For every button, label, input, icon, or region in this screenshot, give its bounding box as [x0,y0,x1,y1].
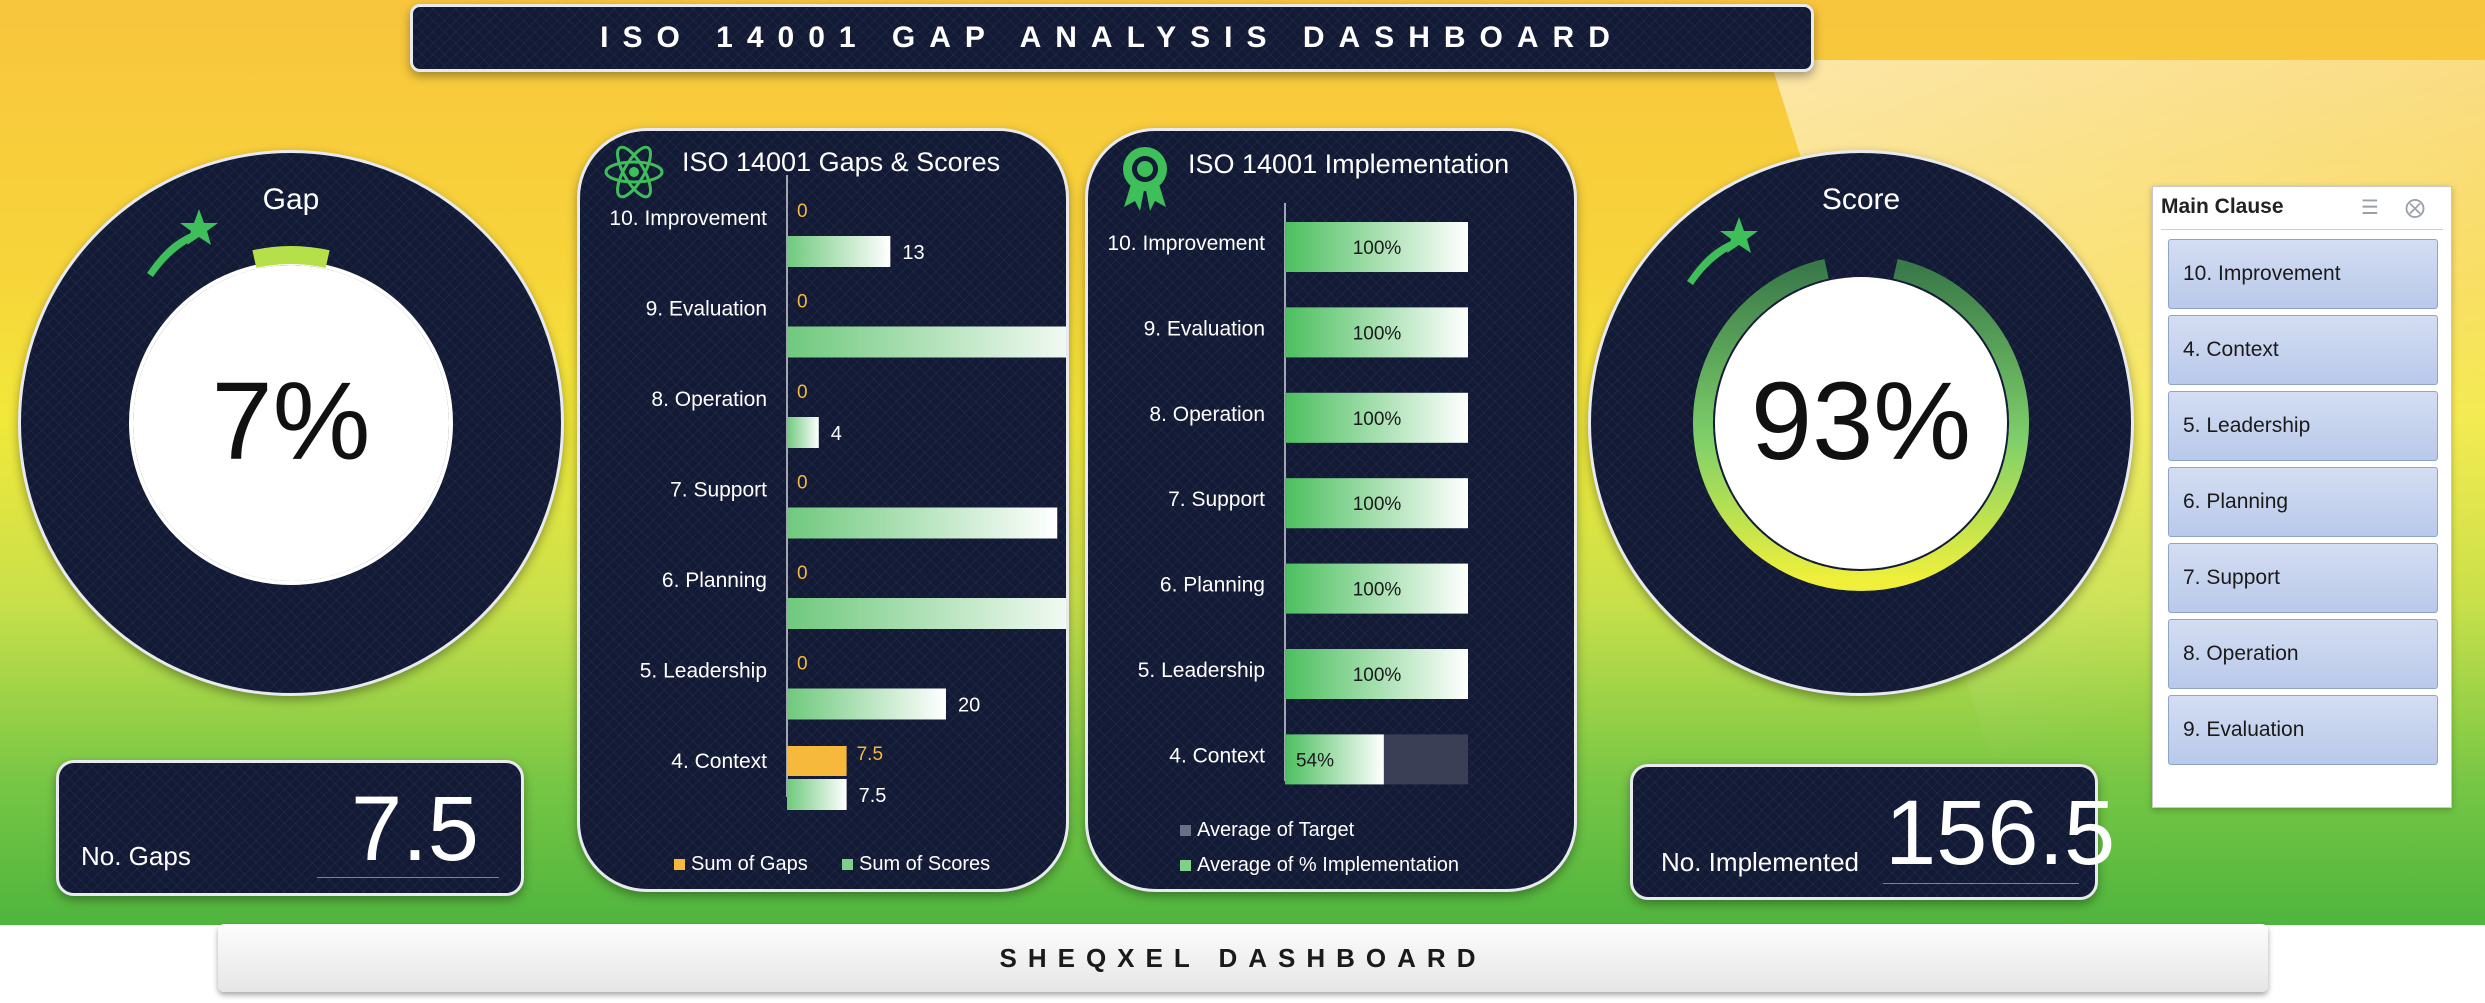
implementation-value-label: 100% [1353,238,1402,259]
dashboard-title: ISO 14001 GAP ANALYSIS DASHBOARD [600,21,1624,54]
chart2-category-label: 5. Leadership [1138,659,1265,682]
footer-title: SHEQXEL DASHBOARD [999,942,1487,973]
gap-gauge-value: 7% [211,360,371,483]
gap-gauge-ring [129,246,453,585]
implementation-value-label: 100% [1353,580,1402,601]
gap-gauge-arc [252,246,330,268]
gap-value-label: 0 [797,654,808,675]
gap-value-label: 0 [797,292,808,313]
slicer-item[interactable]: 9. Evaluation [2168,695,2438,765]
gap-bar [787,746,847,776]
slicer-item[interactable]: 7. Support [2168,543,2438,613]
implementation-value-label: 100% [1353,323,1402,344]
clear-filter-icon[interactable]: ⨂ [2405,197,2425,219]
gaps-kpi-value: 7.5 [351,778,479,880]
shooting-star-icon [1687,217,1758,285]
implemented-kpi-label: No. Implemented [1661,847,1859,877]
slicer-item[interactable]: 5. Leadership [2168,391,2438,461]
legend-target-swatch [1180,825,1191,836]
gaps-kpi-label: No. Gaps [81,841,191,871]
gap-value-label: 0 [797,201,808,222]
score-value-label: 4 [831,423,842,445]
score-value-label: 7.5 [859,785,887,807]
legend-scores-label: Sum of Scores [859,853,990,875]
gap-value-label: 7.5 [857,744,883,765]
legend-target-label: Average of Target [1197,819,1355,841]
implementation-chart-title: ISO 14001 Implementation [1188,149,1510,179]
atom-icon [604,145,664,199]
slicer-title: Main Clause [2161,195,2284,218]
multi-select-icon[interactable]: ☰ [2361,197,2379,219]
gap-gauge: Gap 7% [18,150,564,696]
score-bar [787,507,1058,539]
implemented-kpi-value: 156.5 [1885,782,2116,884]
implementation-chart-panel: ISO 14001 Implementation 10. Improvement… [1085,128,1577,892]
score-value-label: 13 [902,242,924,264]
implementation-bar [1285,649,1468,699]
implementation-value-label: 100% [1353,494,1402,515]
score-bar [787,598,1066,629]
main-clause-slicer[interactable]: Main Clause ☰ ⨂ 10. Improvement 4. Conte… [2152,186,2452,808]
award-ribbon-icon [1123,147,1167,211]
chart2-category-label: 7. Support [1168,488,1265,511]
score-bar [787,236,891,267]
gaps-kpi-card: No. Gaps 7.5 [56,760,524,896]
implementation-bar [1285,392,1468,443]
score-bar [787,688,946,720]
gap-value-label: 0 [797,563,808,584]
footer-bar: SHEQXEL DASHBOARD [218,924,2268,992]
chart2-category-label: 6. Planning [1160,574,1265,597]
implementation-bar [1285,222,1468,272]
score-gauge-ring [1693,259,2029,591]
implemented-kpi-underline [1883,883,2079,884]
slicer-item[interactable]: 10. Improvement [2168,239,2438,309]
chart1-category-label: 4. Context [671,750,767,773]
chart1-category-label: 8. Operation [651,388,767,411]
gaps-kpi-underline [317,877,499,878]
implementation-bar [1285,563,1468,614]
score-gauge: Score 93% [1588,150,2134,696]
slicer-item[interactable]: 4. Context [2168,315,2438,385]
slicer-item[interactable]: 8. Operation [2168,619,2438,689]
gap-value-label: 0 [797,382,808,403]
implementation-bar [1285,734,1384,785]
gap-gauge-title: Gap [262,183,320,216]
chart2-category-label: 9. Evaluation [1144,317,1265,340]
score-gauge-arc [1693,259,2029,591]
score-bar [787,779,847,810]
shooting-star-icon [147,209,218,277]
chart2-category-label: 10. Improvement [1107,232,1265,255]
implementation-bar-chart: 10. Improvement 100% 9. Evaluation 100% 8. O… [1107,203,1468,876]
slicer-header-divider [2161,229,2443,230]
legend-gaps-label: Sum of Gaps [691,853,808,875]
chart1-category-label: 9. Evaluation [646,298,767,321]
score-value-label: 20 [958,695,980,717]
legend-implementation-label: Average of % Implementation [1197,854,1459,876]
score-bar [787,417,819,448]
legend-gaps-swatch [674,859,685,870]
slicer-item[interactable]: 6. Planning [2168,467,2438,537]
implementation-bar [1285,478,1468,529]
dashboard-title-bar: ISO 14001 GAP ANALYSIS DASHBOARD [410,4,1814,72]
chart1-category-label: 7. Support [670,479,767,502]
chart1-category-label: 5. Leadership [640,660,767,683]
implementation-value-label: 54% [1296,750,1334,771]
implementation-value-label: 100% [1353,409,1402,430]
score-gauge-value: 93% [1750,360,1972,483]
score-gauge-title: Score [1821,183,1901,216]
chart2-category-label: 8. Operation [1149,403,1265,426]
chart1-category-label: 6. Planning [662,569,767,592]
gap-value-label: 0 [797,473,808,494]
implemented-kpi-card: No. Implemented 156.5 [1630,764,2115,900]
gaps-scores-chart-panel: ISO 14001 Gaps & Scores 10. Improvement 0… [577,128,1069,892]
score-bar [787,326,1066,358]
legend-scores-swatch [842,859,853,870]
implementation-bar [1285,307,1468,358]
gaps-scores-chart-title: ISO 14001 Gaps & Scores [682,147,1001,177]
implementation-value-label: 100% [1353,665,1402,686]
legend-implementation-swatch [1180,860,1191,871]
chart1-category-label: 10. Improvement [609,207,767,230]
chart2-category-label: 4. Context [1169,744,1265,767]
